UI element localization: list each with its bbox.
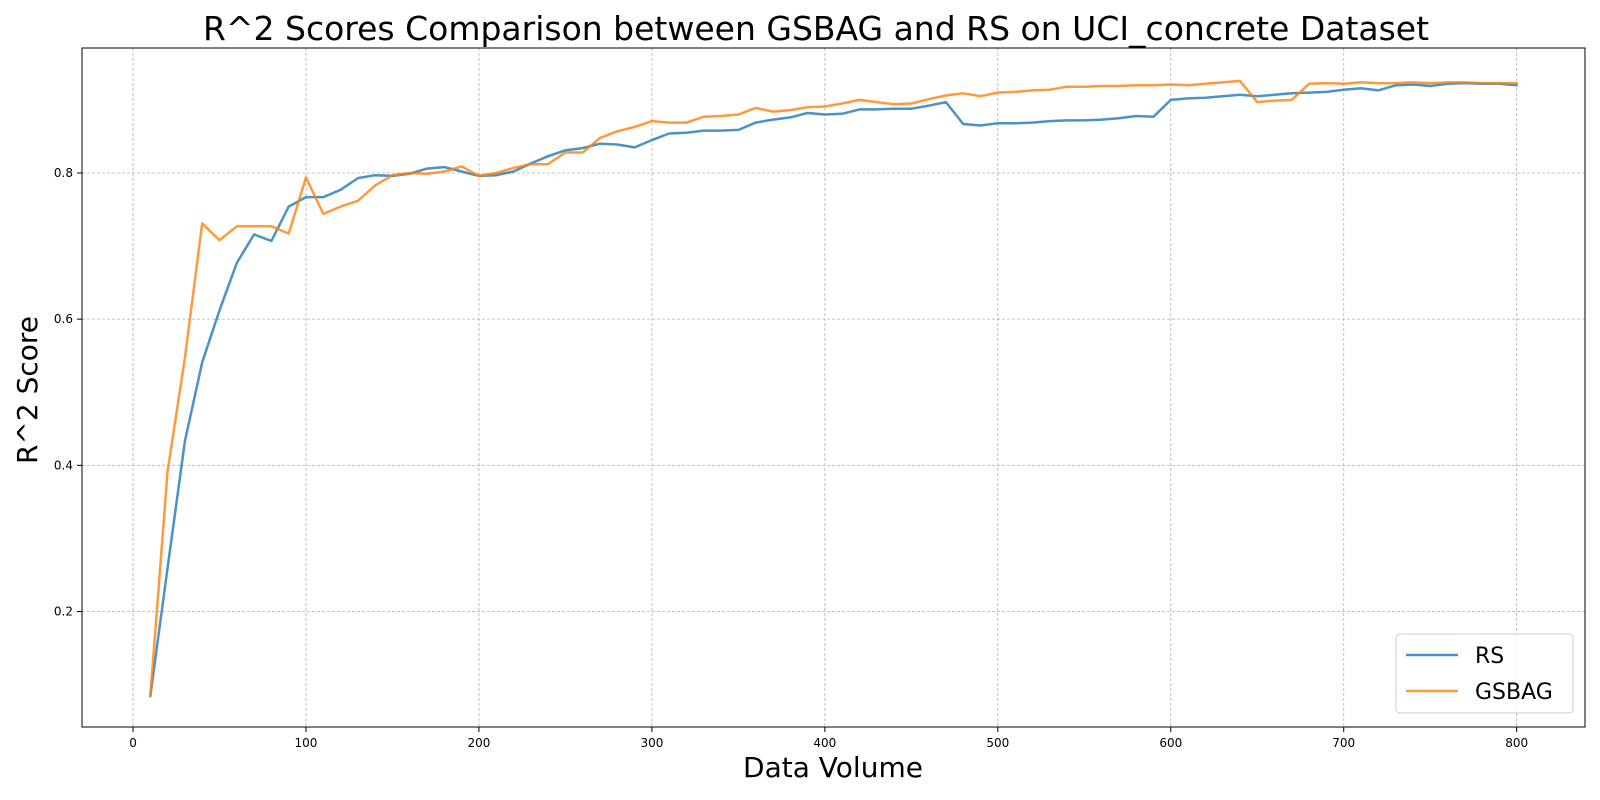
grid-lines xyxy=(82,48,1585,727)
legend: RS GSBAG xyxy=(1395,633,1574,714)
x-tick-label: 0 xyxy=(129,736,137,750)
plot-area xyxy=(82,48,1585,727)
legend-label-rs: RS xyxy=(1475,644,1504,669)
y-tick-label: 0.4 xyxy=(54,458,73,472)
x-tick-label: 700 xyxy=(1332,736,1355,750)
series-line-rs xyxy=(149,81,1518,698)
legend-label-gsbag: GSBAG xyxy=(1475,680,1553,705)
x-tick-label: 200 xyxy=(467,736,490,750)
x-tick-label: 100 xyxy=(295,736,318,750)
x-axis-label: Data Volume xyxy=(743,751,923,784)
x-tick-label: 600 xyxy=(1159,736,1182,750)
x-tick-label: 800 xyxy=(1505,736,1528,750)
data-series xyxy=(149,79,1518,698)
y-tick-label: 0.6 xyxy=(54,312,73,326)
x-tick-label: 400 xyxy=(813,736,836,750)
series-line-gsbag xyxy=(149,79,1518,698)
chart-title: R^2 Scores Comparison between GSBAG and … xyxy=(203,9,1429,48)
x-tick-label: 500 xyxy=(986,736,1009,750)
plot-frame xyxy=(81,47,1586,728)
y-tick-label: 0.2 xyxy=(54,605,73,619)
y-axis-label: R^2 Score xyxy=(11,316,44,464)
axis-ticks: 0 100 200 300 400 500 600 700 800 0.2 0.4 0.6 0.8 xyxy=(54,166,1528,750)
x-tick-label: 300 xyxy=(640,736,663,750)
y-tick-label: 0.8 xyxy=(54,166,73,180)
